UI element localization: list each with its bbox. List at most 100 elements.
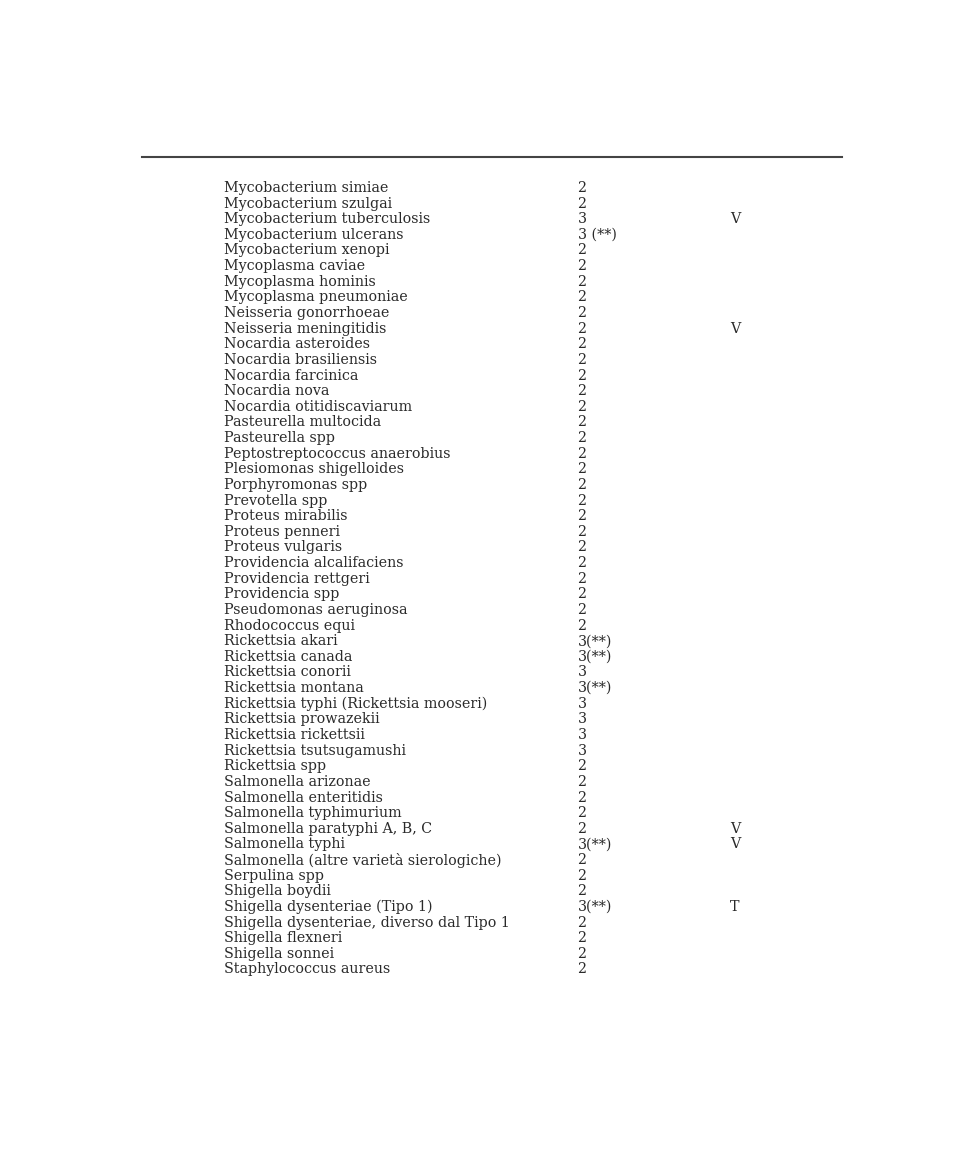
- Text: Rhodococcus equi: Rhodococcus equi: [225, 619, 355, 633]
- Text: Pasteurella multocida: Pasteurella multocida: [225, 415, 381, 429]
- Text: 2: 2: [578, 369, 587, 383]
- Text: 3: 3: [578, 744, 587, 758]
- Text: Rickettsia conorii: Rickettsia conorii: [225, 666, 351, 680]
- Text: 2: 2: [578, 821, 587, 835]
- Text: 2: 2: [578, 462, 587, 476]
- Text: Mycobacterium szulgai: Mycobacterium szulgai: [225, 197, 393, 211]
- Text: Nocardia nova: Nocardia nova: [225, 384, 329, 398]
- Text: Peptostreptococcus anaerobius: Peptostreptococcus anaerobius: [225, 447, 450, 461]
- Text: V: V: [730, 212, 740, 226]
- Text: Rickettsia montana: Rickettsia montana: [225, 681, 364, 695]
- Text: 2: 2: [578, 322, 587, 336]
- Text: 2: 2: [578, 541, 587, 555]
- Text: Shigella flexneri: Shigella flexneri: [225, 931, 343, 945]
- Text: Proteus penneri: Proteus penneri: [225, 525, 340, 539]
- Text: 2: 2: [578, 307, 587, 319]
- Text: Salmonella typhimurium: Salmonella typhimurium: [225, 806, 402, 820]
- Text: Serpulina spp: Serpulina spp: [225, 868, 324, 882]
- Text: 2: 2: [578, 587, 587, 601]
- Text: Neisseria meningitidis: Neisseria meningitidis: [225, 322, 387, 336]
- Text: Nocardia farcinica: Nocardia farcinica: [225, 369, 358, 383]
- Text: Rickettsia canada: Rickettsia canada: [225, 649, 352, 663]
- Text: Proteus mirabilis: Proteus mirabilis: [225, 509, 348, 523]
- Text: Rickettsia prowazekii: Rickettsia prowazekii: [225, 713, 380, 727]
- Text: 3(**): 3(**): [578, 681, 612, 695]
- Text: 3: 3: [578, 212, 587, 226]
- Text: 2: 2: [578, 384, 587, 398]
- Text: 2: 2: [578, 791, 587, 805]
- Text: 2: 2: [578, 243, 587, 257]
- Text: 2: 2: [578, 337, 587, 351]
- Text: V: V: [730, 322, 740, 336]
- Text: 2: 2: [578, 275, 587, 289]
- Text: Mycoplasma pneumoniae: Mycoplasma pneumoniae: [225, 290, 408, 304]
- Text: Rickettsia rickettsii: Rickettsia rickettsii: [225, 728, 365, 742]
- Text: 2: 2: [578, 181, 587, 195]
- Text: 2: 2: [578, 415, 587, 429]
- Text: 2: 2: [578, 353, 587, 367]
- Text: 3: 3: [578, 728, 587, 742]
- Text: 2: 2: [578, 431, 587, 445]
- Text: 3(**): 3(**): [578, 838, 612, 852]
- Text: Nocardia otitidiscaviarum: Nocardia otitidiscaviarum: [225, 400, 412, 414]
- Text: Shigella boydii: Shigella boydii: [225, 885, 331, 899]
- Text: 2: 2: [578, 556, 587, 570]
- Text: Shigella dysenteriae (Tipo 1): Shigella dysenteriae (Tipo 1): [225, 900, 433, 914]
- Text: 2: 2: [578, 916, 587, 930]
- Text: Rickettsia spp: Rickettsia spp: [225, 759, 326, 773]
- Text: Nocardia brasiliensis: Nocardia brasiliensis: [225, 353, 377, 367]
- Text: Rickettsia akari: Rickettsia akari: [225, 634, 338, 648]
- Text: Salmonella arizonae: Salmonella arizonae: [225, 775, 371, 789]
- Text: 3(**): 3(**): [578, 634, 612, 648]
- Text: Mycobacterium ulcerans: Mycobacterium ulcerans: [225, 228, 403, 242]
- Text: V: V: [730, 821, 740, 835]
- Text: 2: 2: [578, 603, 587, 617]
- Text: Salmonella paratyphi A, B, C: Salmonella paratyphi A, B, C: [225, 821, 432, 835]
- Text: Porphyromonas spp: Porphyromonas spp: [225, 477, 368, 491]
- Text: Mycoplasma caviae: Mycoplasma caviae: [225, 259, 366, 273]
- Text: 3: 3: [578, 697, 587, 710]
- Text: 2: 2: [578, 400, 587, 414]
- Text: Salmonella (altre varietà sierologiche): Salmonella (altre varietà sierologiche): [225, 853, 502, 868]
- Text: 2: 2: [578, 931, 587, 945]
- Text: Providencia alcalifaciens: Providencia alcalifaciens: [225, 556, 403, 570]
- Text: 2: 2: [578, 525, 587, 539]
- Text: 2: 2: [578, 963, 587, 977]
- Text: Rickettsia typhi (Rickettsia mooseri): Rickettsia typhi (Rickettsia mooseri): [225, 697, 488, 711]
- Text: Shigella dysenteriae, diverso dal Tipo 1: Shigella dysenteriae, diverso dal Tipo 1: [225, 916, 510, 930]
- Text: 2: 2: [578, 509, 587, 523]
- Text: 2: 2: [578, 197, 587, 211]
- Text: V: V: [730, 838, 740, 852]
- Text: 2: 2: [578, 853, 587, 867]
- Text: 2: 2: [578, 806, 587, 820]
- Text: Prevotella spp: Prevotella spp: [225, 494, 327, 508]
- Text: Proteus vulgaris: Proteus vulgaris: [225, 541, 343, 555]
- Text: 2: 2: [578, 290, 587, 304]
- Text: Mycoplasma hominis: Mycoplasma hominis: [225, 275, 376, 289]
- Text: Salmonella typhi: Salmonella typhi: [225, 838, 346, 852]
- Text: 2: 2: [578, 947, 587, 961]
- Text: Plesiomonas shigelloides: Plesiomonas shigelloides: [225, 462, 404, 476]
- Text: 2: 2: [578, 447, 587, 461]
- Text: 2: 2: [578, 572, 587, 586]
- Text: 2: 2: [578, 494, 587, 508]
- Text: 2: 2: [578, 759, 587, 773]
- Text: Shigella sonnei: Shigella sonnei: [225, 947, 334, 961]
- Text: 2: 2: [578, 885, 587, 899]
- Text: Pasteurella spp: Pasteurella spp: [225, 431, 335, 445]
- Text: 3: 3: [578, 666, 587, 680]
- Text: Neisseria gonorrhoeae: Neisseria gonorrhoeae: [225, 307, 390, 319]
- Text: Pseudomonas aeruginosa: Pseudomonas aeruginosa: [225, 603, 408, 617]
- Text: Providencia rettgeri: Providencia rettgeri: [225, 572, 370, 586]
- Text: 2: 2: [578, 259, 587, 273]
- Text: 3(**): 3(**): [578, 649, 612, 663]
- Text: 2: 2: [578, 775, 587, 789]
- Text: Mycobacterium xenopi: Mycobacterium xenopi: [225, 243, 390, 257]
- Text: Rickettsia tsutsugamushi: Rickettsia tsutsugamushi: [225, 744, 406, 758]
- Text: Mycobacterium tuberculosis: Mycobacterium tuberculosis: [225, 212, 430, 226]
- Text: Providencia spp: Providencia spp: [225, 587, 340, 601]
- Text: 3 (**): 3 (**): [578, 228, 616, 242]
- Text: Mycobacterium simiae: Mycobacterium simiae: [225, 181, 389, 195]
- Text: 3: 3: [578, 713, 587, 727]
- Text: 2: 2: [578, 868, 587, 882]
